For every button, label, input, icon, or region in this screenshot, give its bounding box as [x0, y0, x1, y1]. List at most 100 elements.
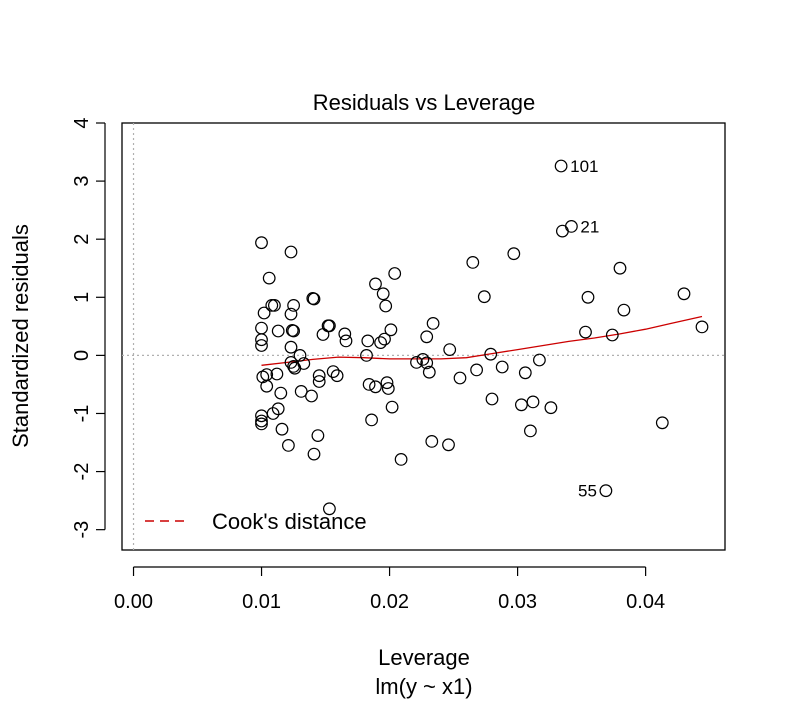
legend-label: Cook's distance	[212, 509, 367, 534]
legend: Cook's distance	[145, 509, 367, 534]
x-axis-subtitle: lm(y ~ x1)	[375, 674, 472, 699]
data-points	[255, 159, 709, 516]
data-point	[443, 343, 457, 357]
data-point	[613, 261, 627, 275]
data-point	[255, 414, 268, 428]
point-label: 21	[580, 217, 599, 236]
x-tick-label: 0.01	[242, 591, 281, 613]
data-point	[533, 353, 546, 367]
x-axis-title: Leverage	[378, 645, 470, 670]
y-tick-label: 3	[71, 176, 93, 187]
reference-lines	[122, 123, 725, 550]
data-point	[378, 332, 391, 346]
data-point	[360, 349, 373, 362]
data-point	[255, 236, 268, 250]
data-point	[268, 299, 281, 312]
smooth-trend-line	[261, 315, 703, 366]
data-point	[305, 389, 318, 403]
data-point	[374, 336, 388, 350]
data-point	[326, 365, 340, 379]
data-point	[323, 502, 336, 516]
data-point	[544, 401, 558, 415]
data-point	[388, 267, 402, 280]
data-point	[275, 422, 289, 436]
data-point	[274, 386, 288, 400]
data-point	[255, 333, 268, 347]
data-point	[410, 356, 423, 369]
x-tick-label: 0.00	[114, 591, 153, 613]
data-point	[426, 317, 440, 330]
data-point	[485, 392, 499, 406]
data-point	[599, 484, 613, 498]
data-point	[282, 439, 295, 452]
data-point	[581, 290, 595, 304]
data-point	[420, 356, 434, 370]
data-point	[677, 287, 691, 301]
data-point	[518, 366, 532, 380]
x-axis: 0.00 0.01 0.02 0.03 0.04	[114, 566, 665, 613]
data-point	[312, 375, 326, 388]
data-point	[255, 409, 268, 423]
chart-title: Residuals vs Leverage	[313, 90, 536, 115]
data-point	[394, 453, 408, 466]
data-point	[384, 323, 398, 337]
data-point	[453, 371, 467, 385]
data-point	[339, 334, 353, 348]
data-point	[477, 290, 491, 304]
data-point	[605, 328, 619, 342]
data-point	[579, 325, 592, 339]
data-point	[524, 424, 537, 438]
data-point	[495, 360, 509, 374]
data-point	[365, 413, 379, 427]
data-point	[381, 382, 395, 395]
data-point	[271, 324, 285, 338]
y-axis: -3 -2 -1 0 1 2 3 4	[71, 117, 106, 539]
data-point	[655, 416, 669, 430]
x-tick-label: 0.04	[626, 591, 665, 613]
data-point	[287, 324, 301, 338]
data-point	[284, 340, 298, 354]
data-point	[470, 363, 484, 377]
data-point	[260, 379, 274, 393]
data-point	[515, 398, 528, 412]
data-point	[422, 365, 436, 379]
data-point	[695, 320, 709, 334]
y-tick-label: -2	[71, 463, 93, 481]
data-point	[376, 287, 390, 301]
y-tick-label: 4	[71, 117, 93, 128]
data-point	[507, 247, 521, 261]
point-label: 55	[578, 482, 597, 501]
data-point	[287, 299, 301, 312]
data-point	[379, 299, 393, 313]
data-point	[255, 339, 268, 352]
data-point	[361, 334, 375, 348]
data-point	[293, 349, 307, 362]
y-tick-label: 0	[71, 350, 93, 361]
data-point	[554, 159, 568, 173]
data-point	[565, 219, 578, 233]
y-tick-label: -3	[71, 521, 93, 539]
y-tick-label: 1	[71, 292, 93, 303]
data-point	[442, 438, 455, 452]
data-point	[330, 369, 344, 383]
data-point	[416, 353, 430, 366]
data-point	[262, 271, 276, 285]
data-point	[338, 327, 352, 341]
data-point	[380, 376, 394, 390]
data-point	[266, 407, 280, 420]
data-point	[369, 380, 382, 394]
data-point	[420, 330, 434, 344]
point-labels: 101 21 55	[570, 157, 599, 501]
data-point	[255, 417, 268, 431]
data-point	[284, 245, 298, 259]
point-label: 101	[570, 157, 598, 176]
data-point	[385, 400, 399, 414]
data-point	[307, 292, 321, 306]
data-point	[270, 367, 284, 381]
data-point	[362, 378, 376, 391]
data-point	[526, 395, 540, 409]
data-point	[294, 385, 308, 398]
data-point	[288, 361, 302, 375]
data-point	[425, 435, 439, 448]
